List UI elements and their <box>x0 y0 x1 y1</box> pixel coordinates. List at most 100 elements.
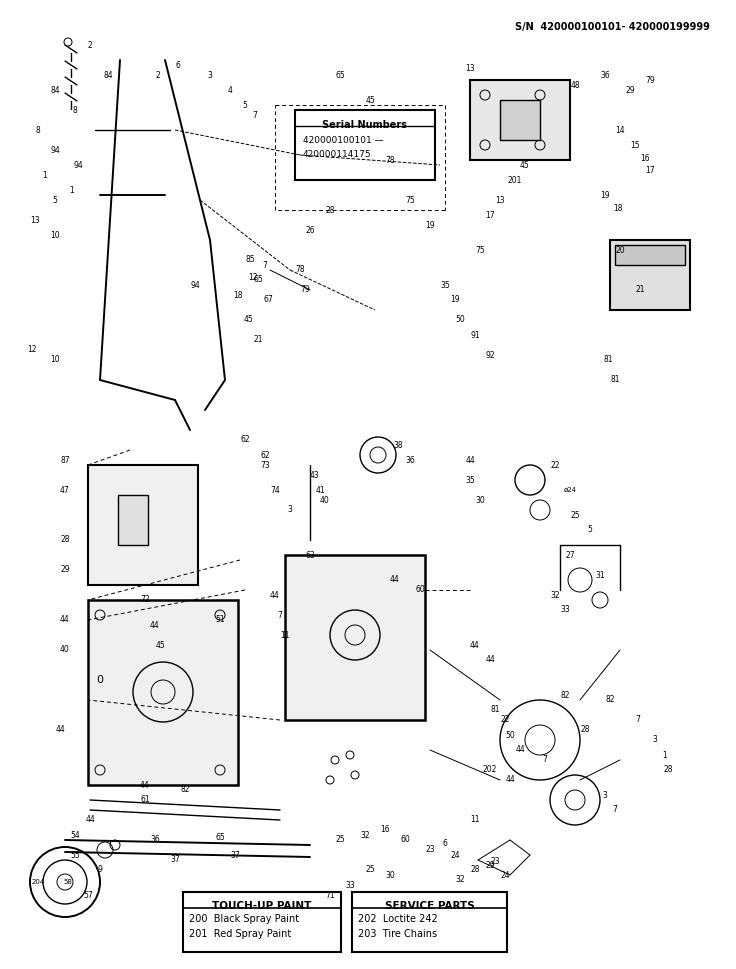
Text: 33: 33 <box>560 606 570 614</box>
Text: 45: 45 <box>243 316 253 325</box>
Text: 28: 28 <box>580 726 590 735</box>
Text: 25: 25 <box>335 835 344 845</box>
Text: 54: 54 <box>70 830 80 839</box>
Text: 6: 6 <box>442 838 447 848</box>
Text: S/N  420000100101- 420000199999: S/N 420000100101- 420000199999 <box>515 22 710 32</box>
Text: TOUCH-UP PAINT: TOUCH-UP PAINT <box>212 901 311 911</box>
Text: 28: 28 <box>663 766 673 774</box>
Text: 19: 19 <box>450 296 460 304</box>
Text: 27: 27 <box>565 550 575 559</box>
Text: 48: 48 <box>570 80 580 89</box>
Text: 36: 36 <box>405 455 415 464</box>
Text: 35: 35 <box>465 476 475 484</box>
Text: 41: 41 <box>315 485 325 494</box>
Text: 201  Red Spray Paint: 201 Red Spray Paint <box>189 929 291 939</box>
Text: 62: 62 <box>240 435 250 445</box>
Text: 3: 3 <box>653 735 657 744</box>
Text: 201: 201 <box>508 175 522 184</box>
Text: 36: 36 <box>150 835 160 845</box>
Text: 25: 25 <box>365 865 375 874</box>
Text: 31: 31 <box>595 571 605 579</box>
Text: 71: 71 <box>325 891 335 899</box>
Text: 45: 45 <box>155 641 165 649</box>
Text: 10: 10 <box>50 231 60 239</box>
Text: 67: 67 <box>263 296 273 304</box>
Text: 44: 44 <box>140 780 150 790</box>
Text: 1: 1 <box>43 171 47 179</box>
Text: Serial Numbers: Serial Numbers <box>322 120 408 130</box>
Text: 7: 7 <box>636 715 640 725</box>
Text: 74: 74 <box>270 485 280 494</box>
Text: 81: 81 <box>604 356 613 364</box>
Text: 55: 55 <box>70 851 80 860</box>
Text: 81: 81 <box>490 705 500 714</box>
Text: 28: 28 <box>60 536 70 545</box>
Text: 16: 16 <box>381 826 390 834</box>
Text: 61: 61 <box>140 796 150 804</box>
Text: 21: 21 <box>635 286 645 295</box>
Text: 45: 45 <box>520 161 530 170</box>
Text: 79: 79 <box>300 286 310 295</box>
Text: 79: 79 <box>645 76 655 84</box>
Text: 18: 18 <box>233 291 243 299</box>
Bar <box>615 245 685 265</box>
Text: 78: 78 <box>385 155 394 165</box>
Text: 10: 10 <box>50 356 60 364</box>
Text: 38: 38 <box>393 441 403 450</box>
Text: 30: 30 <box>385 870 395 880</box>
Text: 44: 44 <box>485 655 495 665</box>
Bar <box>295 110 435 180</box>
Text: 82: 82 <box>180 786 190 795</box>
Text: 29: 29 <box>60 566 70 575</box>
Text: 75: 75 <box>405 196 415 204</box>
Text: 17: 17 <box>645 166 655 174</box>
Text: 28: 28 <box>325 205 335 214</box>
Text: 44: 44 <box>505 775 515 785</box>
Text: 2: 2 <box>88 41 93 49</box>
Text: 7: 7 <box>263 261 267 269</box>
Text: 21: 21 <box>253 335 263 345</box>
Text: 8: 8 <box>73 106 77 114</box>
Text: 203  Tire Chains: 203 Tire Chains <box>358 929 437 939</box>
Text: 85: 85 <box>245 256 255 265</box>
Text: 7: 7 <box>277 610 283 619</box>
Text: 28: 28 <box>470 865 480 874</box>
Text: 35: 35 <box>440 280 450 290</box>
Text: 15: 15 <box>630 141 640 149</box>
Text: 29: 29 <box>625 85 635 95</box>
Text: 29: 29 <box>485 860 495 869</box>
Text: 50: 50 <box>455 316 465 325</box>
Text: 25: 25 <box>570 511 580 519</box>
Text: ø24: ø24 <box>564 487 576 493</box>
Text: 37: 37 <box>170 856 180 864</box>
Bar <box>183 892 341 952</box>
Text: 73: 73 <box>260 460 270 470</box>
Text: 26: 26 <box>305 226 315 234</box>
Text: 23: 23 <box>425 846 435 855</box>
Text: 65: 65 <box>215 833 225 842</box>
Text: 47: 47 <box>60 485 70 494</box>
Text: 14: 14 <box>615 126 625 135</box>
Text: 24: 24 <box>500 870 510 880</box>
Text: 17: 17 <box>485 210 495 220</box>
Text: 7: 7 <box>252 110 258 119</box>
Text: 24: 24 <box>450 851 460 860</box>
Text: 11: 11 <box>280 631 290 640</box>
Text: 6: 6 <box>176 60 180 70</box>
Text: 65: 65 <box>335 71 345 79</box>
Text: 4: 4 <box>227 85 233 95</box>
Text: 12: 12 <box>248 273 258 283</box>
Text: 40: 40 <box>320 495 330 505</box>
Text: 202  Loctite 242: 202 Loctite 242 <box>358 914 438 924</box>
Text: 204: 204 <box>32 879 45 885</box>
Text: 7: 7 <box>542 756 548 765</box>
Text: 20: 20 <box>615 245 625 255</box>
Text: 13: 13 <box>30 215 40 225</box>
Text: 44: 44 <box>150 620 160 630</box>
Text: 5: 5 <box>52 196 57 204</box>
Text: 44: 44 <box>55 726 65 735</box>
Text: 3: 3 <box>603 791 607 799</box>
Text: 22: 22 <box>551 460 560 470</box>
Text: 84: 84 <box>50 85 60 95</box>
Text: 33: 33 <box>345 881 355 890</box>
